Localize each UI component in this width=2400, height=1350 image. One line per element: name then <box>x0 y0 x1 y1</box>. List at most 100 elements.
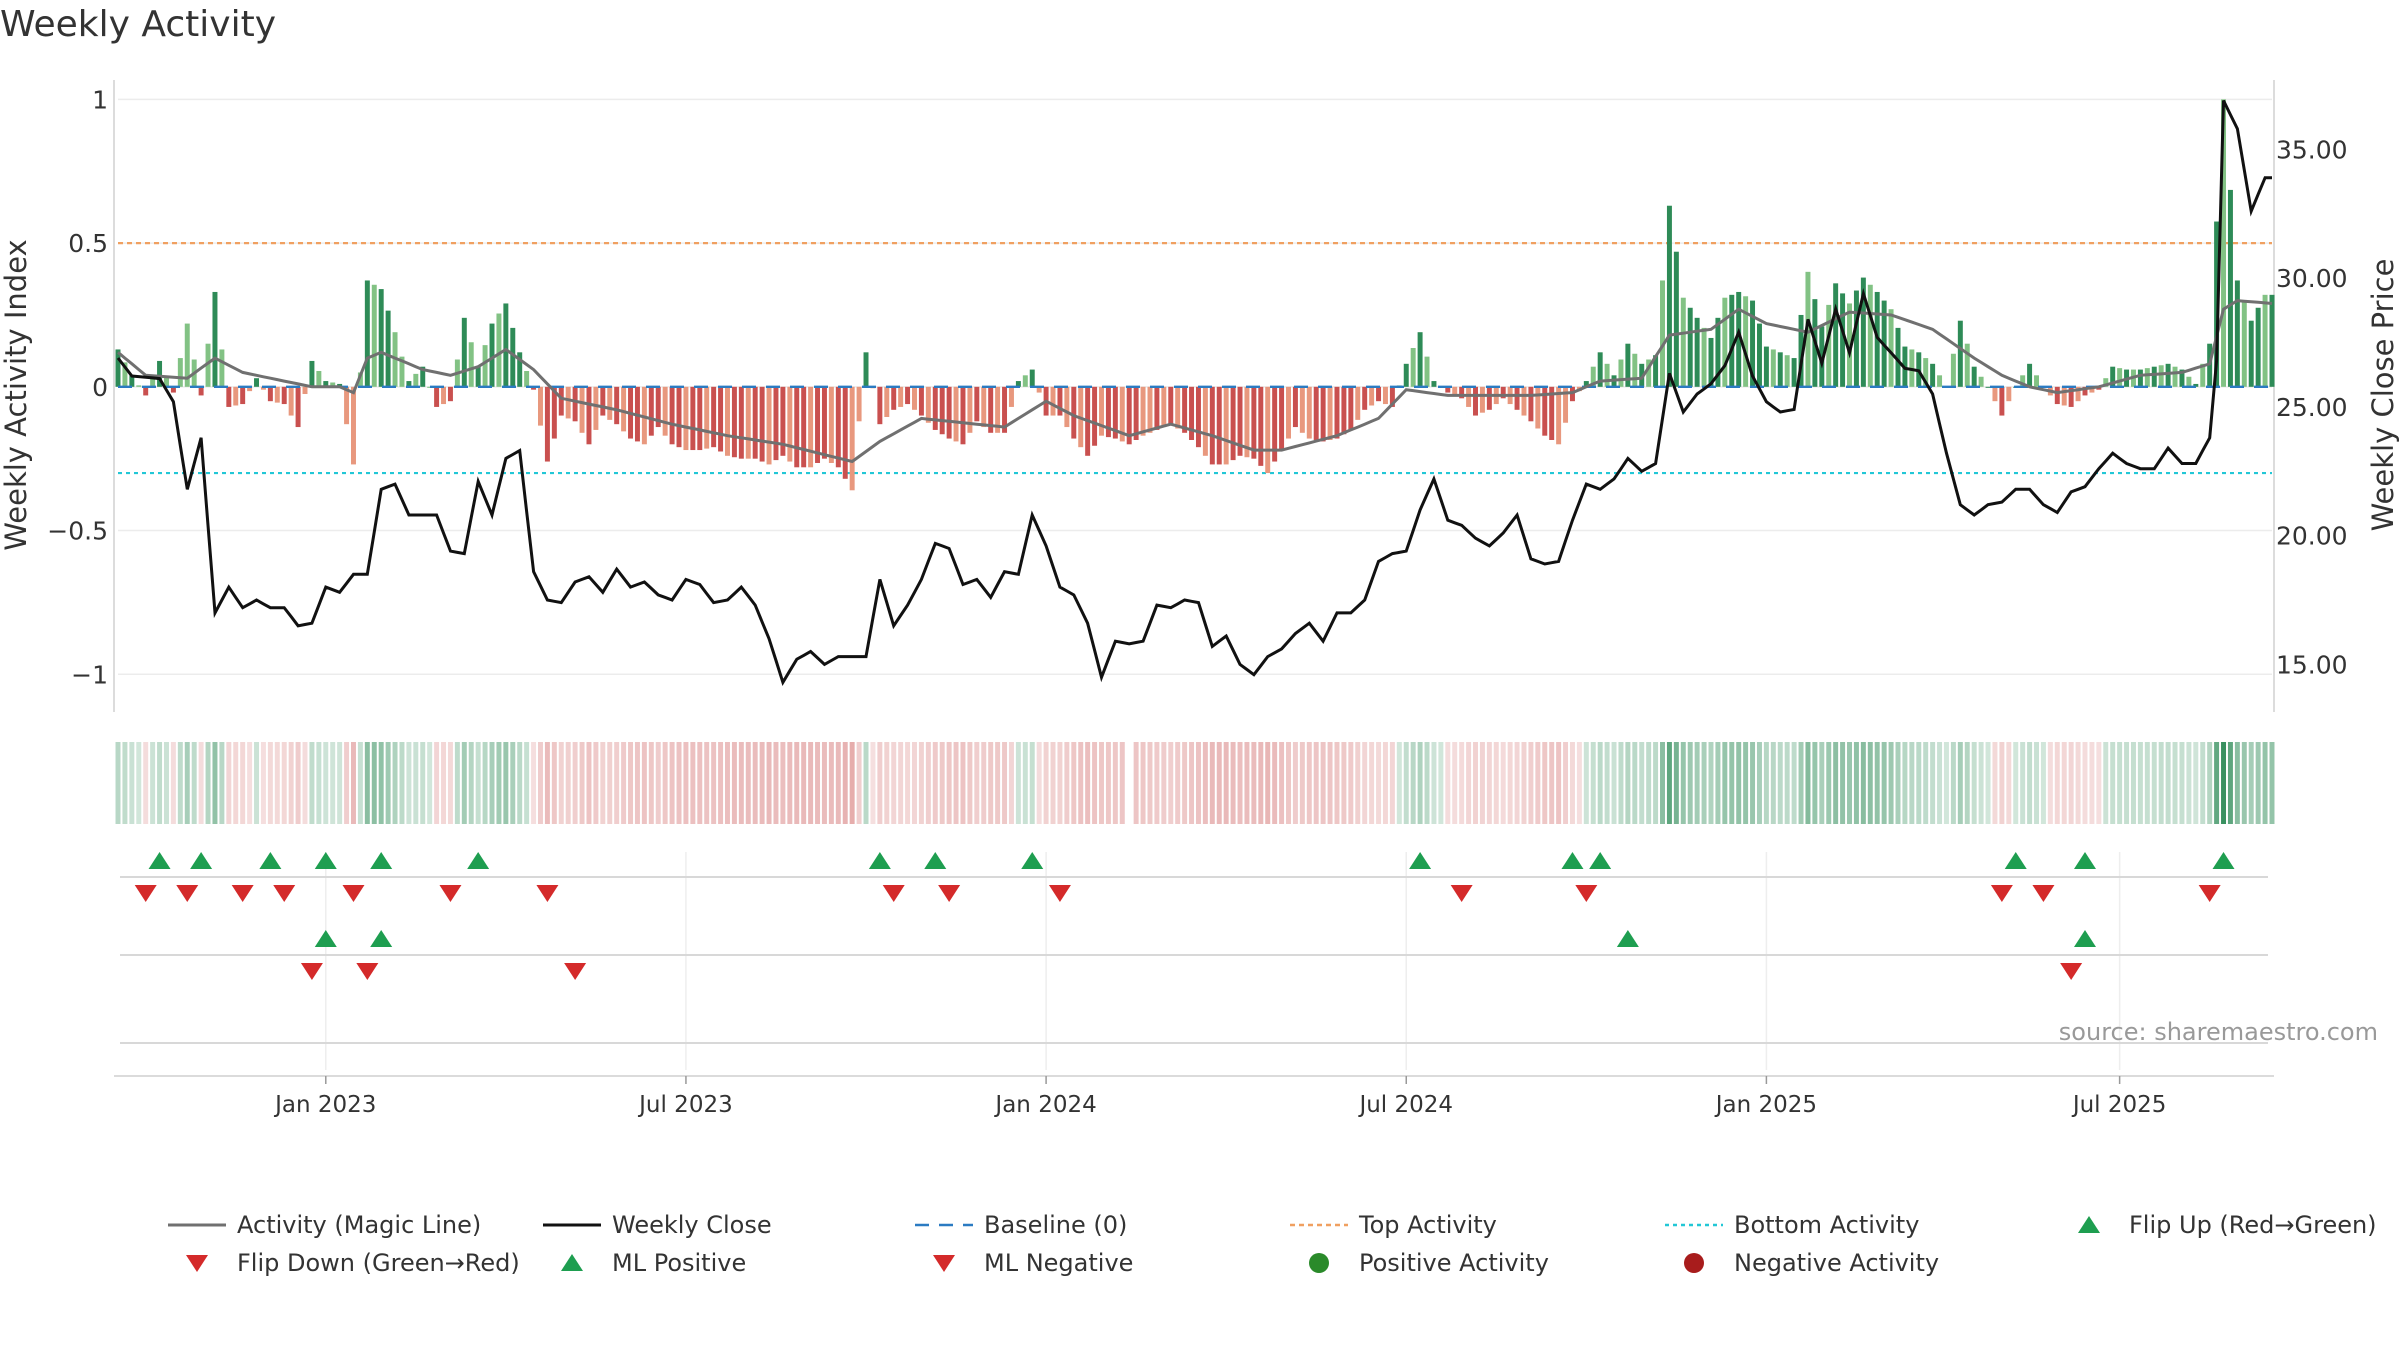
activity-bar <box>2158 365 2164 387</box>
flip-up-marker <box>259 852 282 869</box>
activity-bar <box>614 386 620 425</box>
activity-bar <box>385 310 391 387</box>
activity-strip-cell <box>815 742 821 824</box>
activity-strip-cell <box>1362 742 1368 824</box>
activity-strip-cell <box>1673 742 1679 824</box>
activity-strip-cell <box>1168 742 1174 824</box>
activity-strip-cell <box>233 742 239 824</box>
activity-strip-cell <box>849 742 855 824</box>
activity-bar <box>1701 327 1707 387</box>
activity-strip-cell <box>392 742 398 824</box>
activity-bar <box>2061 386 2067 406</box>
activity-bar <box>842 386 848 479</box>
legend-item-bottom: Bottom Activity <box>1665 1211 1919 1239</box>
activity-bar <box>316 371 322 387</box>
activity-bar <box>1057 386 1063 416</box>
activity-bar <box>669 386 675 445</box>
activity-strip-cell <box>787 742 793 824</box>
activity-strip-cell <box>1604 742 1610 824</box>
activity-bar <box>849 386 855 491</box>
activity-bar <box>1182 386 1188 433</box>
activity-strip-cell <box>835 742 841 824</box>
activity-bar <box>1258 386 1264 466</box>
activity-strip-cell <box>1916 742 1922 824</box>
activity-strip-cell <box>690 742 696 824</box>
activity-bar <box>2020 375 2026 387</box>
activity-bar <box>1299 386 1305 433</box>
activity-strip-cell <box>468 742 474 824</box>
activity-bar <box>1334 386 1340 439</box>
activity-bar <box>1853 290 1859 387</box>
left-tick-label-3: −0.5 <box>47 517 108 546</box>
flip-up-marker <box>467 852 490 869</box>
activity-strip-cell <box>1708 742 1714 824</box>
activity-strip-cell <box>614 742 620 824</box>
activity-bar <box>898 386 904 407</box>
activity-bar <box>1840 293 1846 387</box>
activity-bar <box>718 386 724 452</box>
activity-bar <box>1736 291 1742 387</box>
activity-strip-cell <box>863 742 869 824</box>
activity-strip-cell <box>212 742 218 824</box>
activity-bar <box>1833 283 1839 387</box>
activity-strip-cell <box>1535 742 1541 824</box>
activity-bar <box>835 386 841 468</box>
activity-strip-cell <box>1556 742 1562 824</box>
activity-bar <box>1064 386 1070 428</box>
activity-strip-cell <box>1500 742 1506 824</box>
legend-item-close: Weekly Close <box>543 1211 772 1239</box>
activity-bar <box>344 386 350 425</box>
activity-strip-cell <box>344 742 350 824</box>
activity-bar <box>1763 346 1769 387</box>
activity-strip-cell <box>759 742 765 824</box>
activity-bar <box>2214 221 2220 387</box>
activity-bar <box>1729 294 1735 387</box>
activity-bar <box>967 386 973 433</box>
activity-bar <box>1195 386 1201 448</box>
activity-strip-cell <box>725 742 730 824</box>
activity-bar <box>510 327 516 387</box>
activity-strip-cell <box>1943 742 1949 824</box>
activity-bar <box>288 386 294 416</box>
activity-strip-cell <box>364 742 370 824</box>
activity-strip-cell <box>1784 742 1790 824</box>
activity-strip-cell <box>1750 742 1756 824</box>
activity-bar <box>2027 363 2033 387</box>
activity-bar <box>2089 386 2095 393</box>
activity-strip-cell <box>1895 742 1901 824</box>
activity-strip-cell <box>503 742 509 824</box>
activity-strip-cell <box>918 742 924 824</box>
activity-bar <box>260 386 266 390</box>
activity-bar <box>2248 320 2254 387</box>
activity-bar <box>1105 386 1111 438</box>
legend-swatch-negative-dot <box>1684 1253 1704 1273</box>
activity-strip-cell <box>1937 742 1943 824</box>
activity-strip-cell <box>281 742 287 824</box>
activity-strip-cell <box>447 742 453 824</box>
activity-strip-cell <box>1466 742 1472 824</box>
activity-bar <box>205 343 211 387</box>
activity-bar <box>1133 386 1139 440</box>
activity-strip-cell <box>1985 742 1991 824</box>
activity-bar <box>759 386 765 462</box>
activity-bar <box>406 381 412 387</box>
activity-bar <box>655 386 661 428</box>
activity-strip-cell <box>912 742 917 824</box>
x-tick-label-0: Jan 2023 <box>273 1092 376 1118</box>
activity-strip-cell <box>1902 742 1908 824</box>
activity-strip-cell <box>2089 742 2095 824</box>
activity-strip-cell <box>1043 742 1049 824</box>
activity-bar <box>247 386 253 392</box>
activity-strip-cell <box>1590 742 1596 824</box>
signal-panel <box>114 852 2274 1077</box>
activity-bars <box>115 99 2275 491</box>
activity-bar <box>1784 355 1790 387</box>
activity-bar <box>863 352 869 387</box>
activity-bar <box>2151 366 2157 387</box>
activity-strip-cell <box>1528 742 1534 824</box>
activity-strip-cell <box>475 742 481 824</box>
activity-bar <box>1978 376 1984 387</box>
activity-strip-cell <box>801 742 807 824</box>
activity-strip-cell <box>1403 742 1409 824</box>
activity-bar <box>1140 386 1146 436</box>
